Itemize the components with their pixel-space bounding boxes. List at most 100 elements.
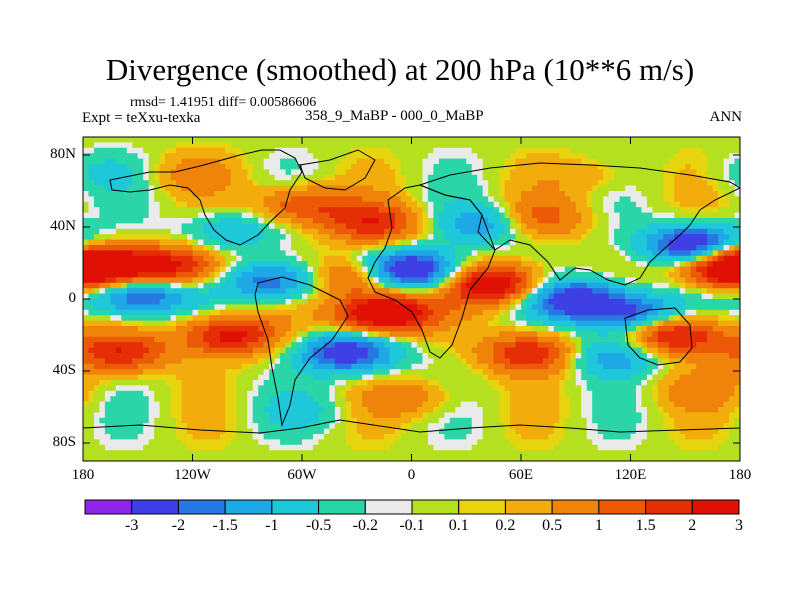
field-cell xyxy=(379,310,385,316)
field-cell xyxy=(685,191,691,197)
field-cell xyxy=(641,207,647,213)
field-cell xyxy=(154,277,160,283)
field-cell xyxy=(225,186,231,192)
field-cell xyxy=(225,299,231,305)
field-cell xyxy=(94,234,100,240)
field-cell xyxy=(466,261,472,267)
field-cell xyxy=(472,137,478,143)
field-cell xyxy=(313,272,319,278)
field-cell xyxy=(203,288,209,294)
field-cell xyxy=(335,337,341,343)
field-cell xyxy=(620,180,626,186)
field-cell xyxy=(368,304,374,310)
field-cell xyxy=(395,331,401,337)
field-cell xyxy=(609,137,615,143)
field-cell xyxy=(450,283,456,289)
field-cell xyxy=(132,299,138,305)
field-cell xyxy=(406,277,412,283)
field-cell xyxy=(636,234,642,240)
field-cell xyxy=(647,283,653,289)
field-cell xyxy=(494,240,500,246)
field-cell xyxy=(658,321,664,327)
field-cell xyxy=(570,218,576,224)
field-cell xyxy=(439,283,445,289)
field-cell xyxy=(264,142,270,148)
field-cell xyxy=(187,202,193,208)
field-cell xyxy=(685,288,691,294)
field-cell xyxy=(516,261,522,267)
field-cell xyxy=(340,331,346,337)
field-cell xyxy=(203,186,209,192)
field-cell xyxy=(138,159,144,165)
field-cell xyxy=(521,159,527,165)
field-cell xyxy=(674,218,680,224)
field-cell xyxy=(335,207,341,213)
field-cell xyxy=(570,331,576,337)
field-cell xyxy=(603,294,609,300)
field-cell xyxy=(669,137,675,143)
field-cell xyxy=(428,169,434,175)
field-cell xyxy=(362,261,368,267)
field-cell xyxy=(390,277,396,283)
field-cell xyxy=(729,310,735,316)
field-cell xyxy=(537,213,543,219)
field-cell xyxy=(702,196,708,202)
field-cell xyxy=(357,234,363,240)
field-cell xyxy=(335,169,341,175)
field-cell xyxy=(275,299,281,305)
field-cell xyxy=(94,310,100,316)
field-cell xyxy=(669,153,675,159)
field-cell xyxy=(198,326,204,332)
field-cell xyxy=(187,321,193,327)
field-cell xyxy=(417,272,423,278)
field-cell xyxy=(570,304,576,310)
field-cell xyxy=(99,175,105,181)
field-cell xyxy=(318,315,324,321)
field-cell xyxy=(275,250,281,256)
field-cell xyxy=(526,229,532,235)
field-cell xyxy=(143,202,149,208)
field-cell xyxy=(521,294,527,300)
field-cell xyxy=(433,164,439,170)
field-cell xyxy=(570,353,576,359)
field-cell xyxy=(351,272,357,278)
field-cell xyxy=(351,186,357,192)
field-cell xyxy=(160,240,166,246)
field-cell xyxy=(581,331,587,337)
field-cell xyxy=(132,137,138,143)
field-cell xyxy=(127,272,133,278)
field-cell xyxy=(105,288,111,294)
field-cell xyxy=(499,294,505,300)
field-cell xyxy=(329,245,335,251)
field-cell xyxy=(548,294,554,300)
field-cell xyxy=(99,326,105,332)
field-cell xyxy=(302,256,308,262)
field-cell xyxy=(412,245,418,251)
field-cell xyxy=(362,164,368,170)
field-cell xyxy=(286,250,292,256)
field-cell xyxy=(631,223,637,229)
field-cell xyxy=(625,348,631,354)
field-cell xyxy=(280,234,286,240)
field-cell xyxy=(548,321,554,327)
field-cell xyxy=(318,353,324,359)
field-cell xyxy=(302,348,308,354)
field-cell xyxy=(516,229,522,235)
field-cell xyxy=(127,180,133,186)
field-cell xyxy=(110,272,116,278)
field-cell xyxy=(297,288,303,294)
field-cell xyxy=(99,180,105,186)
field-cell xyxy=(609,294,615,300)
field-cell xyxy=(258,272,264,278)
field-cell xyxy=(138,315,144,321)
field-cell xyxy=(494,256,500,262)
field-cell xyxy=(433,250,439,256)
field-cell xyxy=(105,245,111,251)
field-cell xyxy=(236,348,242,354)
field-cell xyxy=(209,137,215,143)
field-cell xyxy=(165,234,171,240)
field-cell xyxy=(576,180,582,186)
field-cell xyxy=(455,358,461,364)
field-cell xyxy=(83,186,89,192)
field-cell xyxy=(214,175,220,181)
